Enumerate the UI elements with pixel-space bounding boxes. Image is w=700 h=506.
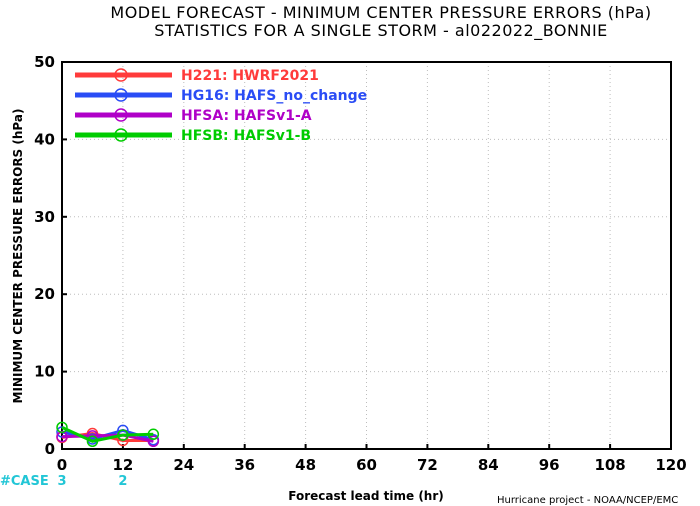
case-count: 3 [57,474,66,489]
legend-label: HG16: HAFS_no_change [181,88,367,104]
x-tick-label: 12 [112,456,133,474]
grid-lines [62,62,671,449]
series-point [56,426,68,438]
y-tick-label: 0 [45,440,55,458]
series-point [147,428,160,441]
series-line [61,425,154,443]
y-tick-label: 40 [34,130,55,148]
y-axis-label: MINIMUM CENTER PRESSURE ERRORS (hPa) [11,109,25,404]
x-tick-label: 96 [539,456,560,474]
y-tick-label: 50 [34,53,55,71]
legend-marker [114,68,128,82]
legend-label: HFSB: HAFSv1-B [181,128,311,144]
series-point [147,435,160,448]
series-point [86,435,99,448]
legend-label: HFSA: HAFSv1-A [181,108,312,124]
legend: H221: HWRF2021 HG16: HAFS_no_change HFSA: … [75,68,367,144]
x-tick-label: 24 [173,456,194,474]
x-axis-label: Forecast lead time (hr) [288,489,444,503]
series-lines [56,421,160,448]
x-axis-ticks: 0 12 24 36 48 60 72 84 96 108 120 [57,444,687,474]
legend-marker [114,128,128,142]
x-tick-label: 60 [356,456,377,474]
case-counts: #CASE 3 2 [0,474,127,489]
chart-subtitle: STATISTICS FOR A SINGLE STORM - al022022… [154,21,608,41]
y-axis-ticks: 0 10 20 30 40 50 [34,53,67,458]
chart-title: MODEL FORECAST - MINIMUM CENTER PRESSURE… [110,3,651,22]
case-count: 2 [118,474,127,489]
series-point [56,421,68,434]
y-tick-label: 20 [34,285,55,303]
y-tick-label: 10 [34,363,55,381]
case-label: #CASE [0,474,49,489]
credit-text: Hurricane project - NOAA/NCEP/EMC [497,495,678,506]
x-tick-label: 48 [295,456,316,474]
series-point [117,429,129,441]
legend-label: H221: HWRF2021 [181,68,319,84]
x-tick-label: 120 [655,456,686,474]
y-tick-label: 30 [34,208,55,226]
x-tick-label: 36 [234,456,255,474]
legend-marker [114,108,128,122]
x-tick-label: 84 [478,456,499,474]
legend-marker [114,88,128,102]
x-tick-label: 0 [57,456,67,474]
x-tick-label: 108 [594,456,625,474]
series-line [61,433,154,443]
x-tick-label: 72 [417,456,438,474]
